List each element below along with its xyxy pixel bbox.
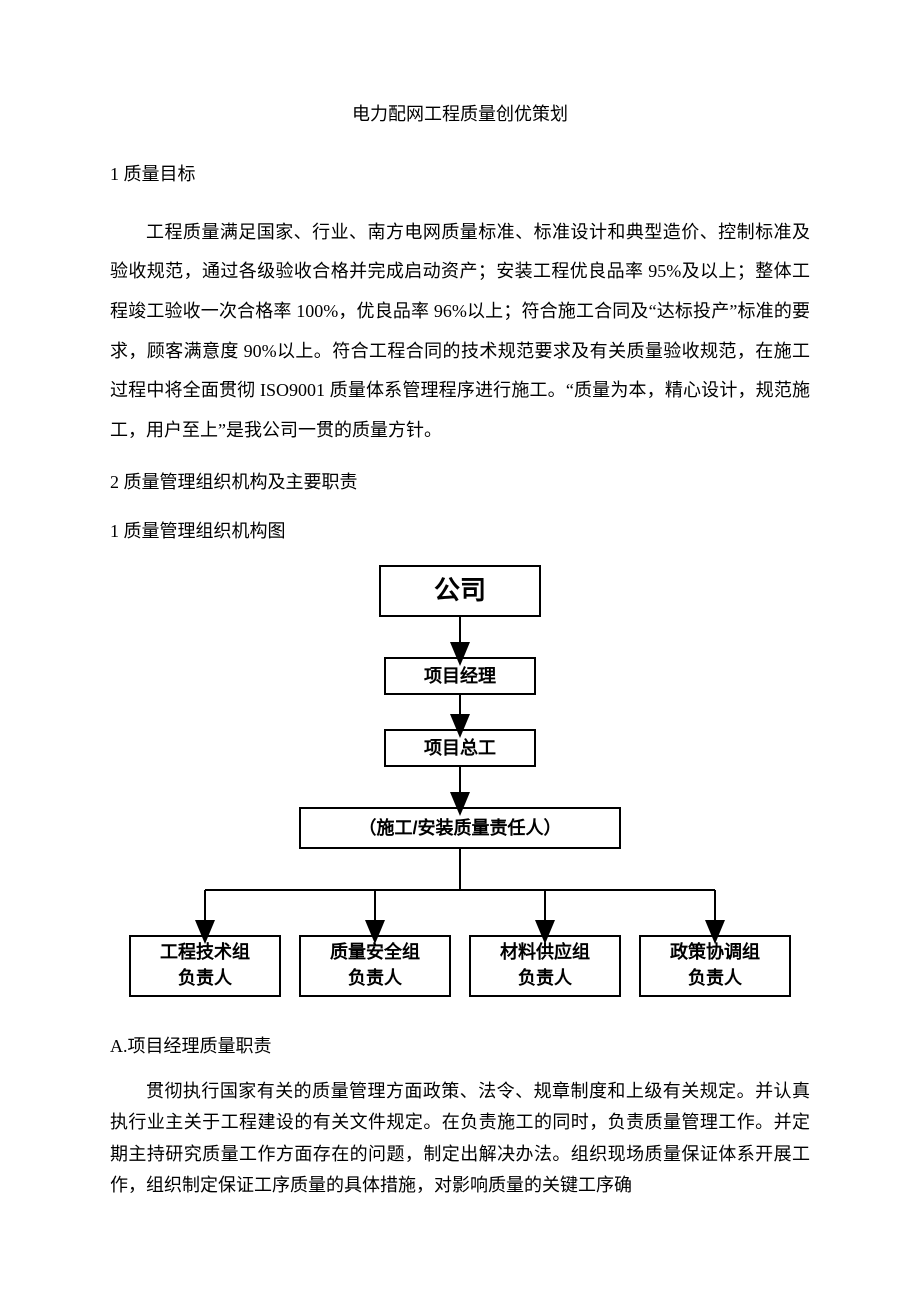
org-chart: 公司项目经理项目总工 （施工/安装质量责任人） 工程技术组负责人 质量安全组负责人 材料… — [110, 558, 810, 1018]
svg-text:负责人: 负责人 — [178, 967, 233, 988]
svg-text:工程技术组: 工程技术组 — [160, 941, 250, 962]
svg-text:质量安全组: 质量安全组 — [330, 941, 420, 962]
svg-text:公司: 公司 — [434, 575, 486, 605]
svg-text:（施工/安装质量责任人）: （施工/安装质量责任人） — [359, 817, 562, 838]
svg-text:负责人: 负责人 — [348, 967, 403, 988]
paragraph-responsibility-a: 贯彻执行国家有关的质量管理方面政策、法令、规章制度和上级有关规定。并认真执行业主… — [110, 1076, 810, 1202]
svg-text:负责人: 负责人 — [688, 967, 743, 988]
svg-text:项目经理: 项目经理 — [424, 665, 496, 686]
svg-text:负责人: 负责人 — [518, 967, 573, 988]
paragraph-quality-goal: 工程质量满足国家、行业、南方电网质量标准、标准设计和典型造价、控制标准及验收规范… — [110, 213, 810, 451]
heading-responsibility-a: A.项目经理质量职责 — [110, 1032, 810, 1058]
svg-text:材料供应组: 材料供应组 — [500, 941, 590, 962]
heading-org-chart: 1 质量管理组织机构图 — [110, 517, 810, 546]
svg-text:政策协调组: 政策协调组 — [670, 941, 760, 962]
heading-org: 2 质量管理组织机构及主要职责 — [110, 468, 810, 497]
page-title: 电力配网工程质量创优策划 — [110, 100, 810, 126]
svg-text:项目总工: 项目总工 — [424, 737, 496, 758]
heading-quality-goal: 1 质量目标 — [110, 160, 810, 189]
